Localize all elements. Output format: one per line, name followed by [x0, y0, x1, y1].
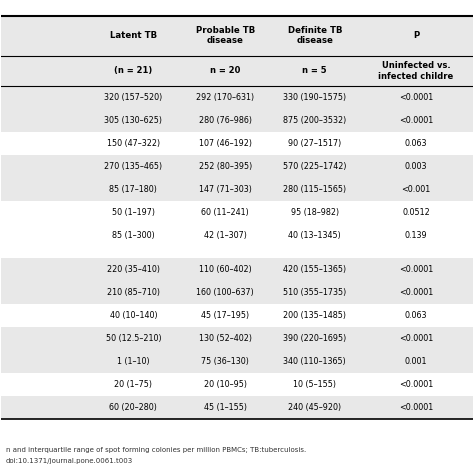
- Text: 85 (1–300): 85 (1–300): [112, 231, 155, 240]
- Bar: [1, 16, 473, 86]
- Text: 40 (10–140): 40 (10–140): [109, 311, 157, 320]
- Text: 10 (5–155): 10 (5–155): [293, 380, 336, 389]
- Text: 0.063: 0.063: [405, 311, 428, 320]
- Text: 150 (47–322): 150 (47–322): [107, 139, 160, 148]
- Text: 0.003: 0.003: [405, 162, 428, 171]
- Text: <0.0001: <0.0001: [399, 380, 433, 389]
- Bar: [1, 373, 473, 396]
- Bar: [1, 281, 473, 304]
- Text: 210 (85–710): 210 (85–710): [107, 288, 160, 297]
- Text: 60 (11–241): 60 (11–241): [201, 208, 249, 217]
- Text: 280 (115–1565): 280 (115–1565): [283, 185, 346, 194]
- Text: 252 (80–395): 252 (80–395): [199, 162, 252, 171]
- Text: 330 (190–1575): 330 (190–1575): [283, 93, 346, 102]
- Text: 340 (110–1365): 340 (110–1365): [283, 357, 346, 366]
- Text: 147 (71–303): 147 (71–303): [199, 185, 252, 194]
- Bar: [1, 327, 473, 350]
- Text: 270 (135–465): 270 (135–465): [104, 162, 163, 171]
- Text: 42 (1–307): 42 (1–307): [204, 231, 246, 240]
- Text: 280 (76–986): 280 (76–986): [199, 116, 252, 125]
- Text: <0.001: <0.001: [401, 185, 431, 194]
- Text: <0.0001: <0.0001: [399, 403, 433, 412]
- Text: 292 (170–631): 292 (170–631): [196, 93, 254, 102]
- Text: <0.0001: <0.0001: [399, 265, 433, 274]
- Text: 220 (35–410): 220 (35–410): [107, 265, 160, 274]
- Text: 0.063: 0.063: [405, 139, 428, 148]
- Text: <0.0001: <0.0001: [399, 288, 433, 297]
- Text: 0.001: 0.001: [405, 357, 428, 366]
- Bar: [1, 396, 473, 419]
- Text: 60 (20–280): 60 (20–280): [109, 403, 157, 412]
- Text: 85 (17–180): 85 (17–180): [109, 185, 157, 194]
- Text: Latent TB: Latent TB: [110, 31, 157, 40]
- Text: 90 (27–1517): 90 (27–1517): [288, 139, 341, 148]
- Text: 570 (225–1742): 570 (225–1742): [283, 162, 346, 171]
- Bar: [1, 304, 473, 327]
- Text: (n = 21): (n = 21): [114, 66, 153, 75]
- Text: 75 (36–130): 75 (36–130): [201, 357, 249, 366]
- Bar: [1, 178, 473, 201]
- Bar: [1, 155, 473, 178]
- Text: 240 (45–920): 240 (45–920): [288, 403, 341, 412]
- Bar: [1, 224, 473, 247]
- Text: Definite TB
disease: Definite TB disease: [288, 26, 342, 45]
- Text: 50 (12.5–210): 50 (12.5–210): [106, 334, 161, 343]
- Text: 510 (355–1735): 510 (355–1735): [283, 288, 346, 297]
- Text: 420 (155–1365): 420 (155–1365): [283, 265, 346, 274]
- Bar: [1, 132, 473, 155]
- Text: 50 (1–197): 50 (1–197): [112, 208, 155, 217]
- Text: 875 (200–3532): 875 (200–3532): [283, 116, 346, 125]
- Text: 390 (220–1695): 390 (220–1695): [283, 334, 346, 343]
- Text: 40 (13–1345): 40 (13–1345): [288, 231, 341, 240]
- Text: P: P: [413, 31, 419, 40]
- Bar: [1, 258, 473, 281]
- Text: 20 (10–95): 20 (10–95): [204, 380, 247, 389]
- Bar: [1, 109, 473, 132]
- Bar: [1, 86, 473, 109]
- Text: 130 (52–402): 130 (52–402): [199, 334, 252, 343]
- Text: 0.0512: 0.0512: [402, 208, 430, 217]
- Text: 110 (60–402): 110 (60–402): [199, 265, 252, 274]
- Text: <0.0001: <0.0001: [399, 93, 433, 102]
- Bar: [1, 350, 473, 373]
- Text: Uninfected vs.
infected childre: Uninfected vs. infected childre: [378, 61, 454, 81]
- Text: 107 (46–192): 107 (46–192): [199, 139, 252, 148]
- Text: Probable TB
disease: Probable TB disease: [196, 26, 255, 45]
- Text: n and interquartile range of spot forming colonies per million PBMCs; TB:tubercu: n and interquartile range of spot formin…: [6, 447, 306, 453]
- Text: 0.139: 0.139: [405, 231, 428, 240]
- Text: 45 (1–155): 45 (1–155): [204, 403, 247, 412]
- Text: <0.0001: <0.0001: [399, 334, 433, 343]
- Text: 305 (130–625): 305 (130–625): [104, 116, 162, 125]
- Text: doi:10.1371/journal.pone.0061.t003: doi:10.1371/journal.pone.0061.t003: [6, 458, 133, 465]
- Text: <0.0001: <0.0001: [399, 116, 433, 125]
- Text: n = 5: n = 5: [302, 66, 327, 75]
- Text: 20 (1–75): 20 (1–75): [114, 380, 152, 389]
- Text: 320 (157–520): 320 (157–520): [104, 93, 163, 102]
- Text: 1 (1–10): 1 (1–10): [117, 357, 150, 366]
- Text: n = 20: n = 20: [210, 66, 240, 75]
- Text: 45 (17–195): 45 (17–195): [201, 311, 249, 320]
- Text: 200 (135–1485): 200 (135–1485): [283, 311, 346, 320]
- Bar: [1, 201, 473, 224]
- Text: 95 (18–982): 95 (18–982): [291, 208, 339, 217]
- Text: 160 (100–637): 160 (100–637): [196, 288, 254, 297]
